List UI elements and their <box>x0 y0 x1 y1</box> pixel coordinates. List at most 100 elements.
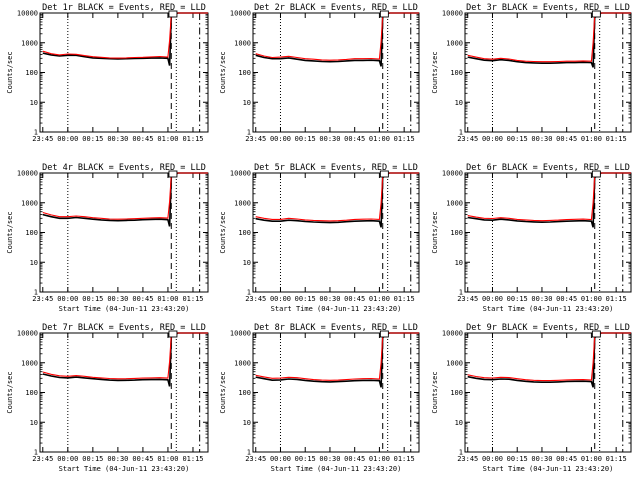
y-tick-label: 10000 <box>17 10 38 18</box>
lld-series-line <box>467 172 631 222</box>
y-tick-label: 1000 <box>446 39 463 47</box>
y-tick-label: 100 <box>450 229 463 237</box>
plot-frame <box>39 12 209 133</box>
y-axis-label: Counts/sec <box>431 211 439 253</box>
lld-series-line <box>255 172 419 222</box>
y-tick-label: 1 <box>459 449 463 457</box>
panel-title: Det 2r BLACK = Events, RED = LLD <box>254 3 418 13</box>
x-tick-label: 00:15 <box>82 455 103 463</box>
x-tick-label: 01:15 <box>606 455 627 463</box>
saturation-marker <box>591 330 601 338</box>
y-tick-label: 10 <box>30 259 38 267</box>
x-tick-label: 01:15 <box>182 295 203 303</box>
x-tick-label: 00:45 <box>344 135 365 143</box>
y-tick-label: 10000 <box>442 10 463 18</box>
y-tick-label: 1000 <box>21 359 38 367</box>
lld-series-line <box>255 12 419 61</box>
y-tick-label: 1 <box>34 129 38 137</box>
x-tick-label: 00:45 <box>556 295 577 303</box>
panel-title: Det 6r BLACK = Events, RED = LLD <box>466 163 630 173</box>
y-tick-label: 10000 <box>442 330 463 338</box>
x-tick-label: 00:45 <box>344 455 365 463</box>
saturation-marker <box>168 10 178 18</box>
y-tick-label: 1 <box>459 129 463 137</box>
x-axis-label: Start Time (04-Jun-11 23:43:20) <box>483 305 614 313</box>
y-tick-label: 1 <box>247 129 251 137</box>
x-tick-label: 00:30 <box>107 135 128 143</box>
y-tick-label: 10 <box>243 419 251 427</box>
y-tick-label: 1000 <box>446 199 463 207</box>
y-axis-label: Counts/sec <box>219 51 227 93</box>
events-series-line <box>255 12 419 67</box>
x-tick-label: 01:15 <box>394 135 415 143</box>
panel-2: Det 2r BLACK = Events, RED = LLD Counts/s… <box>219 3 420 143</box>
panel-title: Det 8r BLACK = Events, RED = LLD <box>254 323 418 333</box>
x-tick-label: 23:45 <box>32 295 53 303</box>
panel-6: Det 6r BLACK = Events, RED = LLD Counts/s… <box>431 163 632 313</box>
x-tick-label: 23:45 <box>245 295 266 303</box>
saturation-marker <box>168 330 178 338</box>
plot-frame <box>252 12 420 133</box>
y-tick-label: 10 <box>455 99 463 107</box>
x-tick-label: 00:30 <box>531 135 552 143</box>
lld-series-line <box>467 332 631 382</box>
x-tick-label: 00:30 <box>319 455 340 463</box>
x-tick-label: 00:00 <box>270 295 291 303</box>
y-tick-label: 1000 <box>234 199 251 207</box>
plot-frame <box>252 332 420 453</box>
x-tick-label: 00:00 <box>482 135 503 143</box>
x-tick-label: 00:30 <box>531 455 552 463</box>
x-tick-label: 01:00 <box>157 135 178 143</box>
y-tick-label: 1 <box>247 449 251 457</box>
y-tick-label: 10000 <box>230 10 251 18</box>
x-tick-label: 00:00 <box>482 295 503 303</box>
x-tick-label: 01:00 <box>581 455 602 463</box>
x-tick-label: 01:00 <box>369 295 390 303</box>
x-tick-label: 23:45 <box>457 295 478 303</box>
x-tick-label: 00:45 <box>556 455 577 463</box>
x-tick-label: 00:00 <box>270 455 291 463</box>
x-tick-label: 01:00 <box>369 135 390 143</box>
x-axis-label: Start Time (04-Jun-11 23:43:20) <box>271 305 402 313</box>
panel-title: Det 1r BLACK = Events, RED = LLD <box>42 3 206 13</box>
x-axis-label: Start Time (04-Jun-11 23:43:20) <box>271 465 402 473</box>
panel-1: Det 1r BLACK = Events, RED = LLD Counts/s… <box>6 3 209 143</box>
x-tick-label: 01:15 <box>606 135 627 143</box>
panel-4: Det 4r BLACK = Events, RED = LLD Counts/s… <box>6 163 209 313</box>
y-tick-label: 10000 <box>17 170 38 178</box>
y-tick-label: 1 <box>34 449 38 457</box>
y-tick-label: 100 <box>450 389 463 397</box>
x-axis-label: Start Time (04-Jun-11 23:43:20) <box>59 305 190 313</box>
panel-title: Det 7r BLACK = Events, RED = LLD <box>42 323 206 333</box>
plot-frame <box>39 332 209 453</box>
x-tick-label: 00:30 <box>107 455 128 463</box>
x-tick-label: 01:15 <box>394 455 415 463</box>
lld-series-line <box>467 12 631 63</box>
x-tick-label: 00:00 <box>482 455 503 463</box>
saturation-marker <box>379 10 389 18</box>
x-tick-label: 23:45 <box>32 135 53 143</box>
y-tick-label: 100 <box>238 229 251 237</box>
x-tick-label: 00:30 <box>107 295 128 303</box>
y-axis-label: Counts/sec <box>431 51 439 93</box>
y-tick-label: 1 <box>34 289 38 297</box>
y-tick-label: 10000 <box>230 170 251 178</box>
y-tick-label: 1000 <box>21 39 38 47</box>
x-tick-label: 01:00 <box>581 135 602 143</box>
plot-frame <box>39 172 209 293</box>
y-tick-label: 10 <box>455 419 463 427</box>
lld-series-line <box>255 332 419 381</box>
y-axis-label: Counts/sec <box>6 371 14 413</box>
lld-series-line <box>42 12 208 59</box>
lld-series-line <box>42 172 208 220</box>
y-axis-label: Counts/sec <box>431 371 439 413</box>
x-tick-label: 23:45 <box>457 455 478 463</box>
y-tick-label: 1000 <box>234 39 251 47</box>
lld-series-line <box>42 332 208 380</box>
y-tick-label: 10 <box>243 259 251 267</box>
x-tick-label: 00:15 <box>295 455 316 463</box>
x-tick-label: 00:45 <box>132 295 153 303</box>
y-axis-label: Counts/sec <box>219 371 227 413</box>
y-tick-label: 10000 <box>442 170 463 178</box>
panel-title: Det 5r BLACK = Events, RED = LLD <box>254 163 418 173</box>
